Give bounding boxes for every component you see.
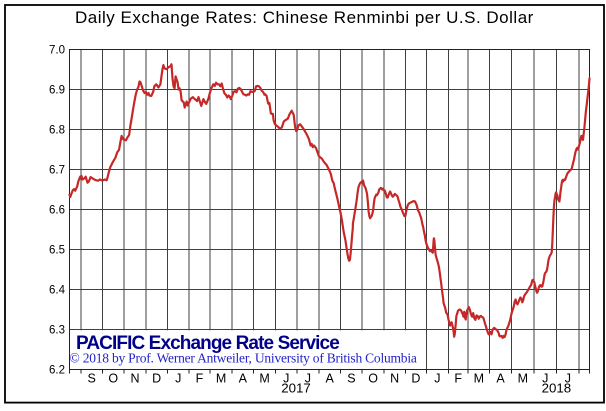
svg-text:J: J [565, 372, 571, 386]
svg-text:F: F [454, 372, 462, 386]
svg-text:6.3: 6.3 [49, 324, 65, 336]
svg-text:F: F [196, 372, 204, 386]
svg-text:M: M [216, 372, 226, 386]
svg-text:O: O [368, 372, 378, 386]
svg-text:J: J [305, 372, 311, 386]
svg-text:6.9: 6.9 [49, 84, 65, 96]
svg-text:© 2018 by Prof. Werner Antweil: © 2018 by Prof. Werner Antweiler, Univer… [70, 351, 417, 366]
svg-text:6.5: 6.5 [49, 244, 65, 256]
svg-text:6.8: 6.8 [49, 124, 65, 136]
svg-text:N: N [130, 372, 139, 386]
svg-text:2018: 2018 [542, 381, 572, 396]
svg-text:O: O [108, 372, 118, 386]
svg-text:J: J [542, 372, 548, 386]
svg-text:S: S [347, 372, 355, 386]
svg-text:M: M [474, 372, 484, 386]
svg-text:A: A [326, 372, 335, 386]
svg-text:A: A [239, 372, 248, 386]
svg-text:6.2: 6.2 [49, 364, 65, 376]
svg-text:J: J [175, 372, 181, 386]
svg-text:A: A [496, 372, 505, 386]
svg-text:J: J [283, 372, 289, 386]
svg-text:D: D [411, 372, 420, 386]
svg-text:2017: 2017 [281, 381, 311, 396]
svg-text:6.4: 6.4 [49, 284, 66, 296]
svg-text:7.0: 7.0 [49, 44, 65, 56]
svg-text:M: M [259, 372, 269, 386]
svg-text:Daily Exchange Rates: Chinese: Daily Exchange Rates: Chinese Renminbi p… [75, 8, 534, 27]
svg-text:D: D [152, 372, 161, 386]
svg-text:M: M [518, 372, 528, 386]
svg-text:6.6: 6.6 [49, 204, 65, 216]
svg-text:PACIFIC Exchange Rate Service: PACIFIC Exchange Rate Service [76, 333, 339, 354]
svg-text:N: N [390, 372, 399, 386]
svg-text:6.7: 6.7 [49, 164, 65, 176]
svg-text:S: S [88, 372, 96, 386]
svg-text:J: J [434, 372, 440, 386]
